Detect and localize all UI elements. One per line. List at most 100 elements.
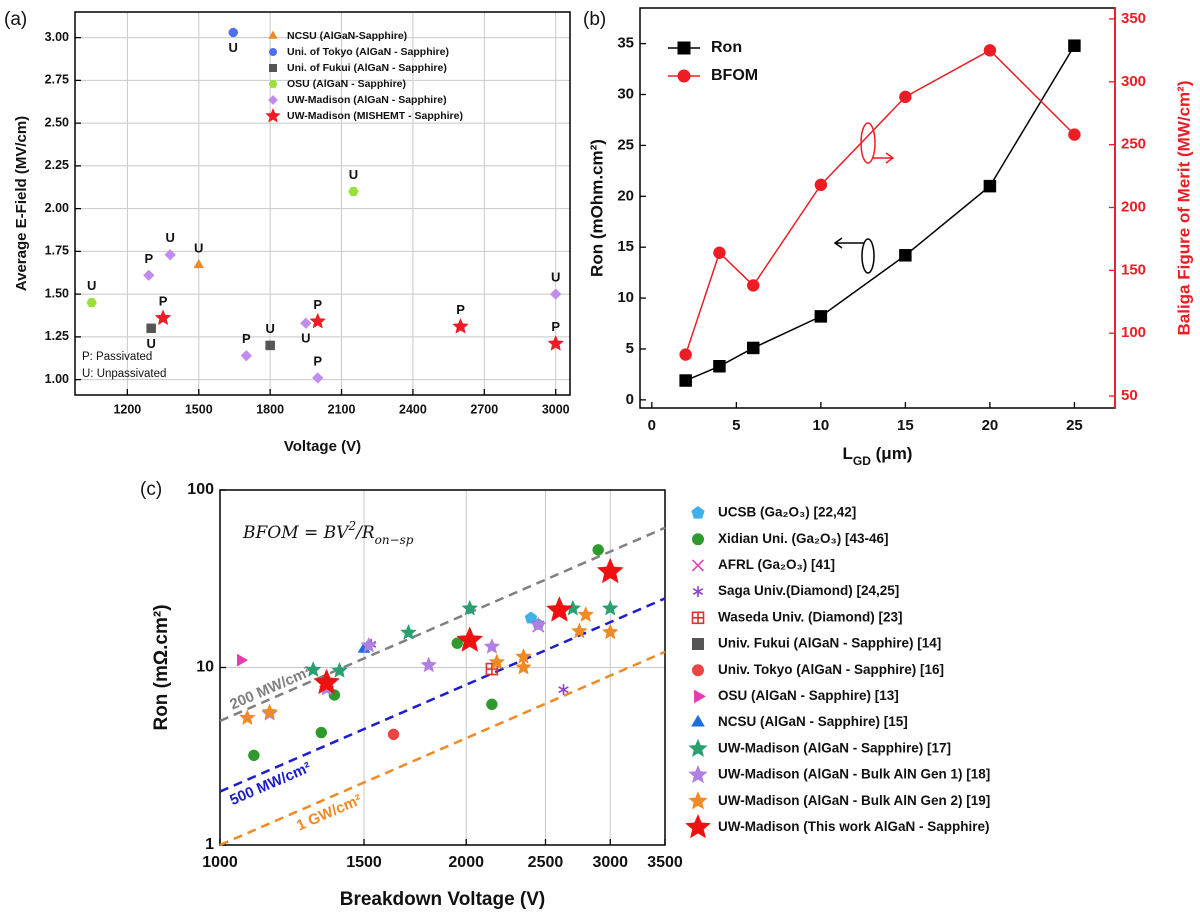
- y2-tick-label: 200: [1121, 198, 1146, 215]
- y-tick-label: 1.75: [45, 244, 69, 258]
- note: U: Unpassivated: [82, 368, 166, 380]
- data-point: [601, 623, 619, 640]
- y-tick-label: 2.00: [45, 201, 69, 215]
- x-tick-label: 2700: [470, 402, 498, 416]
- legend-label: UW-Madison (This work AlGaN - Sapphire): [718, 819, 990, 834]
- legend-label: UW-Madison (MISHEMT - Sapphire): [287, 110, 463, 122]
- legend-label: UW-Madison (AlGaN - Bulk AlN Gen 1) [18]: [718, 767, 990, 782]
- data-point: [164, 249, 176, 261]
- y-axis-title: Average E-Field (MV/cm): [13, 116, 30, 291]
- formula-part: BFOM = BV: [242, 523, 350, 543]
- bfom-arrow: [872, 152, 895, 164]
- data-point: [747, 279, 760, 292]
- x-axis-title-part: (μm): [871, 444, 913, 463]
- data-point: [601, 599, 619, 616]
- panel-label: (a): [4, 9, 27, 30]
- legend-label: Uni. of Fukui (AlGaN - Sapphire): [287, 62, 447, 74]
- data-point: [452, 317, 469, 334]
- y-tick-label: 10: [617, 289, 634, 306]
- data-point: [483, 637, 501, 654]
- formula-part: /R: [354, 523, 375, 543]
- legend-label: NCSU (AlGaN-Sapphire): [287, 30, 407, 42]
- data-point: [86, 298, 97, 308]
- point-label: U: [551, 270, 560, 285]
- y-axis-title: Ron (mΩ.cm²): [151, 604, 172, 730]
- data-point: [313, 668, 341, 695]
- legend-label: BFOM: [711, 67, 758, 84]
- x-tick-label: 3000: [592, 854, 628, 871]
- y-tick-label: 10: [196, 659, 214, 676]
- data-point: [193, 258, 205, 269]
- legend-swatch: [692, 586, 704, 598]
- plot-frame: [74, 11, 571, 396]
- legend-label: OSU (AlGaN - Sapphire) [13]: [718, 688, 899, 703]
- data-point: [713, 246, 726, 259]
- point-label: U: [194, 240, 203, 255]
- data-point: [420, 656, 438, 673]
- y2-axis-title: Baliga Figure of Merit (MW/cm²): [1174, 81, 1193, 336]
- formula-part: on−sp: [375, 533, 414, 547]
- y-tick-label: 0: [626, 391, 634, 408]
- point-label: P: [159, 293, 168, 308]
- data-point: [348, 186, 359, 197]
- point-label: U: [229, 40, 238, 55]
- data-point: [248, 749, 260, 762]
- y-tick-label: 20: [617, 187, 634, 204]
- data-point: [1068, 39, 1081, 52]
- legend-swatch: [692, 638, 704, 650]
- data-point: [154, 309, 172, 326]
- legend-swatch: [677, 41, 691, 55]
- legend-label: Waseda Univ. (Diamond) [23]: [718, 609, 903, 624]
- x-axis-title: LGD (μm): [843, 444, 913, 468]
- legend-label: Xidian Uni. (Ga₂O₃) [43-46]: [718, 531, 889, 546]
- point-label: U: [146, 336, 155, 351]
- data-point: [899, 249, 912, 262]
- y-tick-label: 1.50: [45, 286, 69, 300]
- data-point: [545, 596, 573, 622]
- formula-part: 2: [347, 519, 356, 533]
- x-tick-label: 2400: [399, 402, 427, 416]
- data-point: [331, 661, 348, 678]
- x-tick-label: 1800: [256, 402, 284, 416]
- data-point: [488, 653, 506, 670]
- point-label: U: [165, 230, 174, 245]
- legend-swatch: [265, 107, 281, 123]
- ron-marker-ellipse: [861, 238, 875, 274]
- legend-label: AFRL (Ga₂O₃) [41]: [718, 557, 835, 572]
- legend-swatch: [691, 506, 705, 519]
- data-point: [899, 90, 912, 104]
- x-tick-label: 20: [982, 417, 999, 434]
- point-label: P: [242, 331, 251, 346]
- y2-tick-label: 250: [1121, 136, 1146, 153]
- x-tick-label: 2100: [328, 402, 356, 416]
- point-label: P: [456, 302, 465, 317]
- x-axis-title: Voltage (V): [284, 438, 361, 455]
- legend-label: Saga Univ.(Diamond) [24,25]: [718, 583, 899, 598]
- y-tick-label: 15: [617, 238, 634, 255]
- legend-label: Uni. of Tokyo (AlGaN - Sapphire): [287, 46, 449, 58]
- data-point: [515, 647, 532, 664]
- legend-swatch: [268, 80, 278, 88]
- y-tick-label: 2.75: [45, 73, 69, 87]
- data-point: [456, 626, 484, 652]
- data-point: [309, 312, 327, 329]
- data-point: [679, 348, 692, 361]
- x-tick-label: 1000: [202, 854, 238, 871]
- x-axis-title-part: L: [843, 444, 853, 463]
- point-label: U: [301, 331, 310, 346]
- data-point: [713, 360, 726, 373]
- legend-swatch: [694, 689, 706, 704]
- y2-tick-label: 100: [1121, 324, 1146, 341]
- y-tick-label: 1.25: [45, 329, 69, 343]
- y-tick-label: 3.00: [45, 30, 69, 44]
- y-tick-label: 2.25: [45, 158, 69, 172]
- data-point: [461, 599, 479, 616]
- data-point: [983, 44, 997, 57]
- data-point: [547, 334, 565, 351]
- bfom-line: [219, 526, 666, 723]
- legend-swatch: [691, 533, 705, 546]
- x-tick-label: 1500: [185, 402, 213, 416]
- plot-frame: [219, 489, 666, 846]
- legend-swatch: [268, 30, 278, 39]
- panel-label: (b): [583, 9, 606, 30]
